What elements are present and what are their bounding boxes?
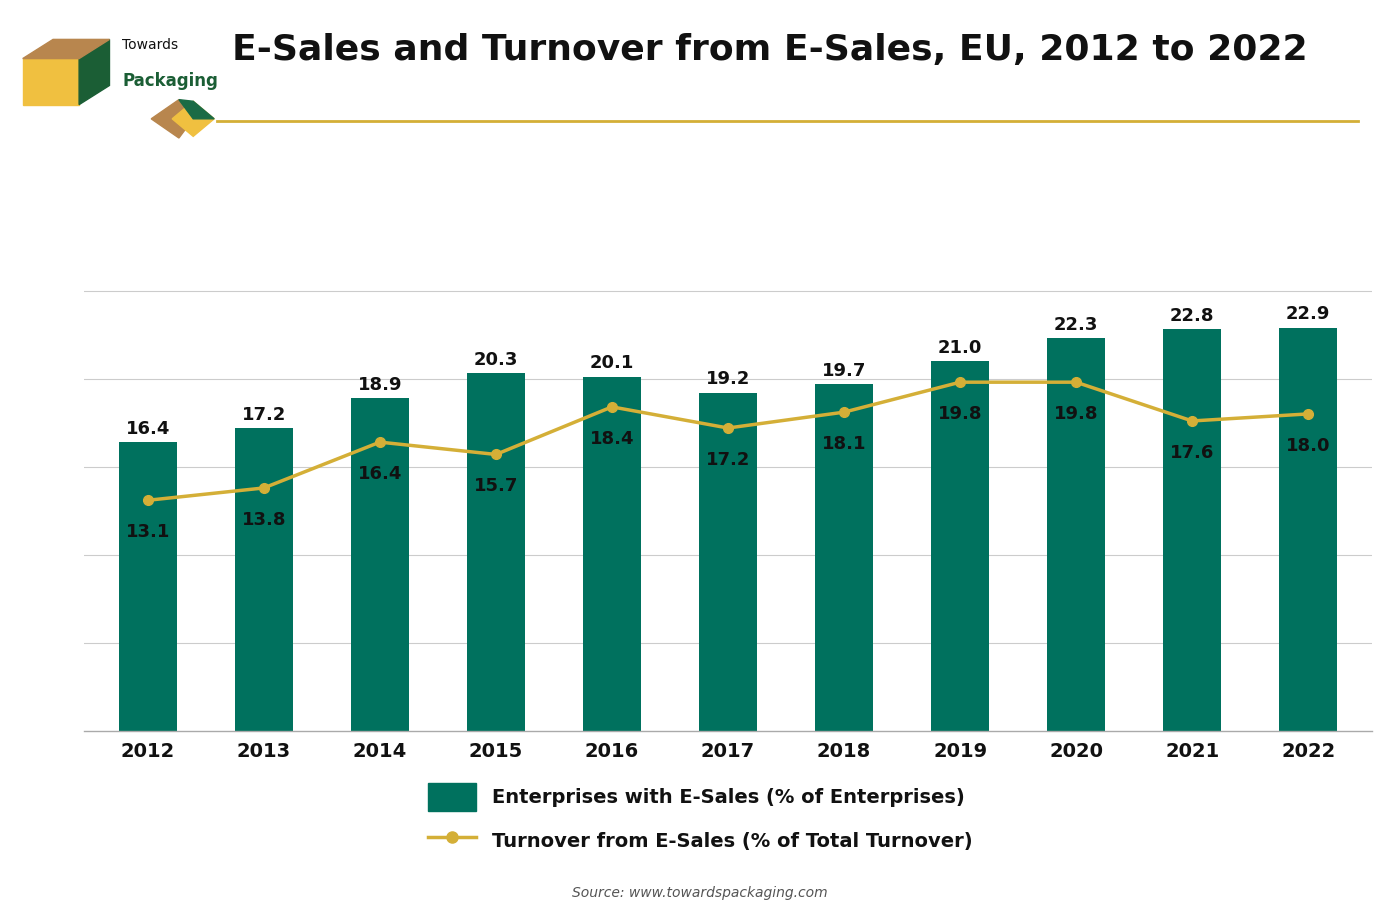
Bar [815, 384, 874, 731]
Bar [931, 361, 988, 731]
Text: 19.8: 19.8 [1054, 405, 1099, 423]
Polygon shape [151, 100, 193, 138]
Text: 18.1: 18.1 [822, 435, 867, 453]
Bar [699, 393, 757, 731]
Text: 17.2: 17.2 [706, 451, 750, 469]
Polygon shape [172, 101, 214, 136]
Bar [582, 377, 641, 731]
Text: 20.3: 20.3 [473, 351, 518, 369]
Bar [119, 442, 176, 731]
Text: 13.1: 13.1 [126, 523, 169, 541]
Text: 19.8: 19.8 [938, 405, 983, 423]
Polygon shape [78, 39, 109, 105]
Text: 17.6: 17.6 [1170, 444, 1214, 462]
Text: 22.3: 22.3 [1054, 315, 1098, 334]
Text: 15.7: 15.7 [473, 477, 518, 495]
Bar [1163, 329, 1221, 731]
Text: Packaging: Packaging [123, 71, 218, 90]
Text: Towards: Towards [123, 38, 179, 52]
Text: 16.4: 16.4 [126, 420, 169, 438]
Bar [468, 373, 525, 731]
Polygon shape [179, 100, 214, 119]
Text: E-Sales and Turnover from E-Sales, EU, 2012 to 2022: E-Sales and Turnover from E-Sales, EU, 2… [232, 33, 1308, 68]
Text: 21.0: 21.0 [938, 338, 983, 356]
Polygon shape [22, 39, 109, 58]
Text: 22.9: 22.9 [1287, 305, 1330, 324]
Text: 19.7: 19.7 [822, 362, 867, 379]
Bar [351, 399, 409, 731]
Text: 17.2: 17.2 [242, 406, 286, 423]
Text: 18.9: 18.9 [357, 376, 402, 394]
Text: 18.0: 18.0 [1287, 437, 1330, 455]
Text: 13.8: 13.8 [242, 511, 286, 529]
Text: 20.1: 20.1 [589, 355, 634, 373]
Text: 22.8: 22.8 [1170, 307, 1214, 324]
Bar [1047, 338, 1105, 731]
Bar [1280, 327, 1337, 731]
Polygon shape [22, 58, 78, 105]
Text: 16.4: 16.4 [358, 465, 402, 483]
Bar [235, 428, 293, 731]
Text: Source: www.towardspackaging.com: Source: www.towardspackaging.com [573, 887, 827, 900]
Legend: Enterprises with E-Sales (% of Enterprises), Turnover from E-Sales (% of Total T: Enterprises with E-Sales (% of Enterpris… [427, 783, 973, 854]
Text: 19.2: 19.2 [706, 370, 750, 388]
Text: 18.4: 18.4 [589, 430, 634, 448]
